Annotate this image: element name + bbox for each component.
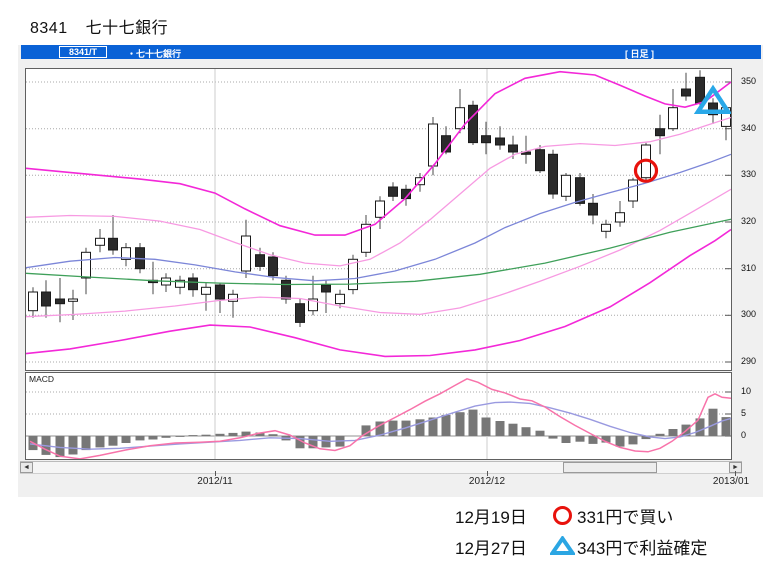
stock-name: 七十七銀行 [85, 20, 169, 37]
buy-text: 331円で買い [577, 507, 674, 527]
price-axis-label: 330 [741, 169, 757, 179]
sell-text: 343円で利益確定 [577, 538, 708, 558]
macd-axis-label: 5 [741, 408, 747, 418]
price-axis-label: 290 [741, 356, 757, 366]
price-axis-label: 310 [741, 263, 757, 273]
up-triangle-icon [547, 536, 577, 556]
stock-code: 8341 [30, 20, 68, 37]
price-chart-svg [25, 69, 733, 370]
chart-header-bar: 8341/T ・七十七銀行 [ 日足 ] [21, 45, 761, 59]
symbol-name-label: ・七十七銀行 [127, 49, 182, 59]
symbol-code-box: 8341/T [59, 46, 108, 58]
price-axis-label: 340 [741, 123, 757, 133]
x-axis-label-jan: 2013/01 [712, 476, 750, 487]
red-circle-icon [547, 505, 577, 525]
horizontal-scrollbar[interactable]: ◄ ► [20, 461, 742, 474]
price-chart-panel [25, 68, 733, 371]
x-axis-label-nov: 2012/11 [197, 476, 233, 487]
chart-widget: 8341/T ・七十七銀行 [ 日足 ] MACD ◄ ► 2012/11 20… [18, 45, 763, 497]
x-axis-tick [735, 471, 736, 476]
x-axis-label-dec: 2012/12 [468, 476, 506, 487]
macd-chart-svg [26, 373, 732, 460]
sell-annotation-row: 12月27日 343円で利益確定 [455, 533, 707, 559]
x-axis-tick [487, 471, 488, 476]
price-axis-label: 320 [741, 216, 757, 226]
price-axis-label: 350 [741, 76, 757, 86]
macd-panel-label: MACD [29, 374, 55, 384]
macd-axis-label: 0 [741, 430, 747, 440]
sell-date: 12月27日 [455, 538, 527, 558]
x-axis-tick [215, 471, 216, 476]
macd-axis-label: 10 [741, 386, 752, 396]
macd-chart-panel [25, 372, 732, 460]
page-title: 8341 七十七銀行 [30, 14, 168, 38]
buy-date: 12月19日 [455, 507, 527, 527]
scrollbar-thumb[interactable] [563, 462, 657, 473]
price-axis-label: 300 [741, 309, 757, 319]
buy-annotation-row: 12月19日 331円で買い [455, 502, 707, 528]
timeframe-label: [ 日足 ] [625, 49, 654, 59]
trade-annotations: 12月19日 331円で買い 12月27日 343円で利益確定 [455, 502, 707, 564]
scroll-left-arrow-icon[interactable]: ◄ [20, 462, 33, 473]
